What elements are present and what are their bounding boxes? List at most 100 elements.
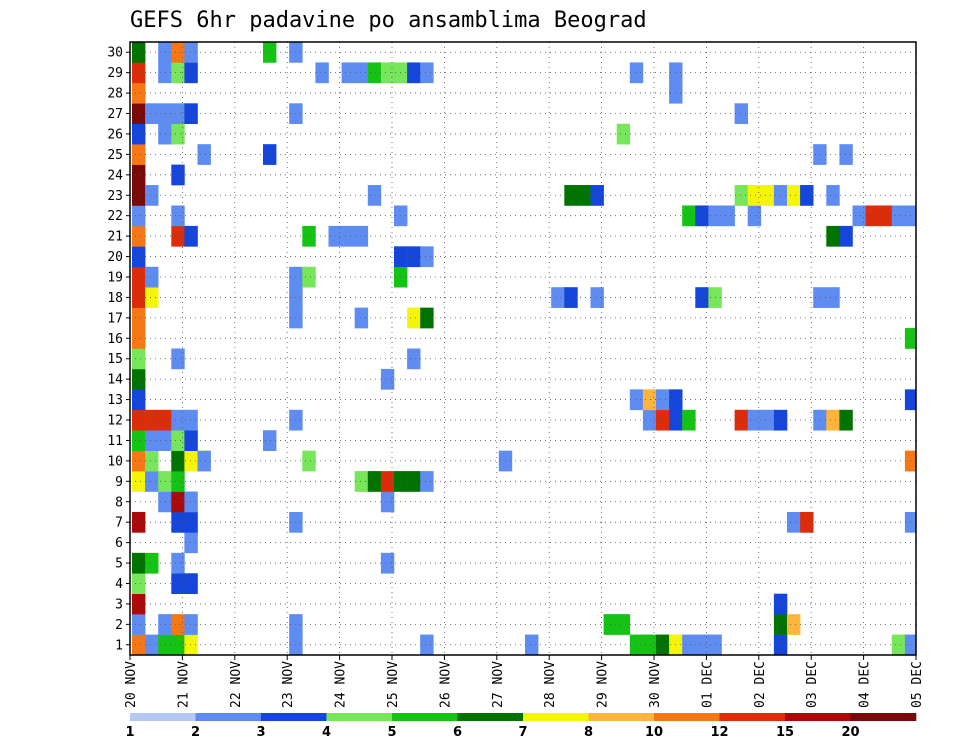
- heatmap-cell: [407, 307, 421, 329]
- heatmap-cell: [184, 614, 198, 635]
- heatmap-cell: [616, 614, 631, 635]
- heatmap-cell: [184, 450, 198, 472]
- heatmap-cell: [302, 450, 316, 472]
- y-tick-label: 15: [107, 352, 123, 367]
- heatmap-cell: [695, 634, 709, 656]
- x-tick-label: 05 DEC: [910, 661, 925, 708]
- heatmap-cell: [800, 185, 814, 206]
- heatmap-cell: [682, 409, 696, 431]
- y-tick-label: 18: [107, 291, 123, 306]
- x-tick-label: 29 NOV: [596, 661, 611, 708]
- heatmap-cell: [682, 634, 696, 656]
- heatmap-cell: [171, 409, 185, 431]
- heatmap-cell: [132, 225, 146, 247]
- heatmap-cell: [315, 62, 329, 84]
- heatmap-cell: [158, 634, 172, 656]
- x-tick-label: 28 NOV: [543, 661, 558, 708]
- heatmap-cell: [171, 62, 185, 84]
- heatmap-cell: [420, 307, 434, 329]
- heatmap-cell: [145, 450, 159, 472]
- heatmap-cell: [354, 307, 369, 329]
- heatmap-cell: [865, 205, 879, 227]
- y-tick-label: 23: [107, 189, 123, 204]
- heatmap-cell: [171, 42, 185, 63]
- heatmap-cell: [171, 511, 185, 533]
- colorbar-label: 12: [710, 725, 728, 740]
- heatmap-cell: [826, 225, 840, 247]
- colorbar-segment: [457, 713, 524, 721]
- heatmap-cell: [145, 185, 159, 206]
- colorbar-segment: [588, 713, 655, 721]
- heatmap-cell: [171, 348, 185, 370]
- heatmap-cell: [800, 511, 814, 533]
- heatmap-cell: [590, 287, 604, 308]
- heatmap-cell: [171, 491, 185, 513]
- grid-lines: [130, 42, 916, 655]
- y-tick-label: 4: [115, 577, 123, 592]
- heatmap-cell: [642, 389, 657, 411]
- heatmap-cell: [171, 471, 185, 492]
- heatmap-cell: [171, 634, 185, 656]
- y-tick-label: 30: [107, 46, 123, 61]
- x-tick-label: 21 NOV: [176, 661, 191, 708]
- heatmap-cell: [132, 389, 146, 411]
- heatmap-cell: [132, 42, 146, 63]
- heatmap-cell: [197, 450, 211, 472]
- heatmap-cell: [642, 409, 657, 431]
- heatmap-cell: [145, 471, 159, 492]
- heatmap-cell: [158, 409, 172, 431]
- heatmap-cell: [132, 368, 146, 390]
- colorbar-segment: [261, 713, 327, 721]
- y-tick-label: 7: [115, 516, 123, 531]
- colorbar-label: 5: [387, 725, 396, 740]
- heatmap-cell: [184, 430, 198, 451]
- heatmap-cell: [184, 225, 198, 247]
- heatmap-cell: [132, 82, 146, 104]
- heatmap-cell: [420, 246, 434, 268]
- heatmap-cell: [747, 409, 762, 431]
- heatmap-cell: [787, 614, 801, 635]
- x-tick-label: 22 NOV: [229, 661, 244, 708]
- heatmap-cell: [263, 430, 277, 451]
- y-tick-label: 20: [107, 250, 123, 265]
- heatmap-cell: [839, 225, 853, 247]
- heatmap-cell: [171, 552, 185, 574]
- colorbar-segment: [326, 713, 393, 721]
- chart-title: GEFS 6hr padavine po ansamblima Beograd: [130, 8, 647, 33]
- heatmap-cell: [197, 144, 211, 165]
- heatmap-cell: [171, 450, 185, 472]
- heatmap-cell: [184, 532, 198, 554]
- heatmap-cell: [367, 471, 382, 492]
- y-tick-label: 8: [115, 495, 123, 510]
- heatmap-cell: [132, 62, 146, 84]
- heatmap-cell: [629, 389, 644, 411]
- heatmap-cell: [629, 62, 644, 84]
- heatmap-cell: [184, 409, 198, 431]
- heatmap-cell: [184, 491, 198, 513]
- heatmap-cell: [132, 430, 146, 451]
- heatmap-cell: [171, 430, 185, 451]
- heatmap-cell: [826, 409, 840, 431]
- heatmap-cell: [341, 225, 355, 247]
- heatmap-cell: [341, 62, 355, 84]
- heatmap-cell: [367, 185, 382, 206]
- colorbar-label: 4: [322, 725, 331, 740]
- heatmap-cell: [380, 491, 395, 513]
- heatmap-cell: [132, 348, 146, 370]
- heatmap-cell: [420, 471, 434, 492]
- y-tick-label: 28: [107, 87, 123, 102]
- heatmap-cell: [813, 144, 827, 165]
- x-tick-label: 27 NOV: [491, 661, 506, 708]
- heatmap-cell: [367, 62, 382, 84]
- heatmap-cell: [839, 144, 853, 165]
- heatmap-cell: [354, 225, 369, 247]
- y-tick-label: 11: [107, 434, 123, 449]
- colorbar-label: 20: [841, 725, 859, 740]
- y-tick-label: 26: [107, 127, 123, 142]
- plot-frame: [129, 41, 917, 656]
- heatmap-cell: [132, 328, 146, 349]
- y-tick-label: 29: [107, 66, 123, 81]
- heatmap-cell: [184, 511, 198, 533]
- heatmap-cell: [158, 62, 172, 84]
- y-tick-label: 6: [115, 536, 123, 551]
